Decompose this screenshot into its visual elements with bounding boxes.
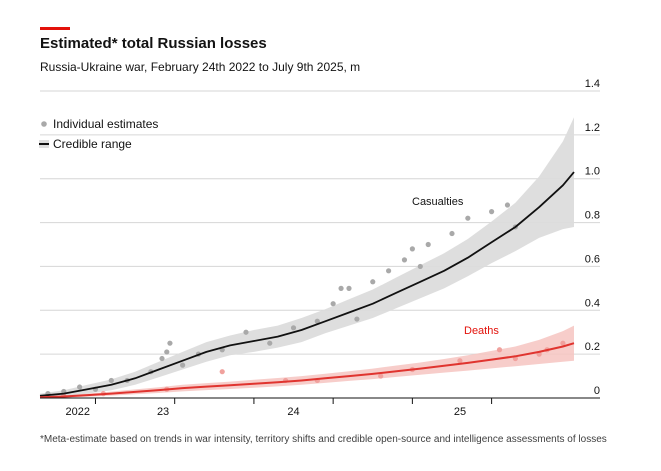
x-tick-label: 25 bbox=[454, 406, 466, 418]
casualty-estimate-point bbox=[346, 285, 352, 291]
casualty-estimate-point bbox=[77, 384, 83, 390]
casualty-estimate-point bbox=[338, 285, 344, 291]
death-estimate-point bbox=[457, 358, 463, 364]
chart-subtitle: Russia-Ukraine war, February 24th 2022 t… bbox=[40, 60, 361, 74]
death-estimate-point bbox=[378, 373, 384, 379]
y-tick-label: 0 bbox=[594, 385, 600, 397]
y-tick-label: 0.6 bbox=[585, 253, 600, 265]
casualty-estimate-point bbox=[401, 257, 408, 263]
casualty-estimate-point bbox=[290, 325, 297, 331]
y-tick-label: 1.0 bbox=[585, 166, 600, 178]
casualty-estimate-point bbox=[267, 340, 273, 346]
casualties-series-label: Casualties bbox=[412, 196, 464, 208]
y-tick-label: 0.4 bbox=[585, 297, 600, 309]
x-tick-label: 23 bbox=[157, 406, 169, 418]
y-tick-label: 1.4 bbox=[585, 78, 600, 90]
legend: Individual estimates Credible range bbox=[39, 117, 158, 151]
casualty-estimate-point bbox=[164, 349, 170, 355]
casualty-estimate-point bbox=[465, 215, 471, 221]
casualties-line bbox=[39, 171, 575, 397]
casualty-estimate-point bbox=[449, 230, 455, 237]
casualty-estimate-point bbox=[159, 355, 165, 362]
casualty-estimate-point bbox=[167, 340, 173, 346]
deaths-credible-band bbox=[40, 325, 574, 398]
y-tick-label: 0.8 bbox=[585, 210, 600, 222]
legend-point-icon bbox=[41, 121, 47, 127]
death-estimate-point bbox=[496, 347, 503, 353]
y-tick-label: 0.2 bbox=[585, 341, 600, 353]
brand-accent-bar bbox=[40, 27, 70, 30]
chart-area: 0 0.2 0.4 0.6 0.8 1.0 1.2 1.4 2022 23 24 25 Individ… bbox=[39, 78, 600, 418]
casualty-estimate-point bbox=[504, 202, 511, 208]
casualty-estimate-point bbox=[330, 301, 336, 307]
death-estimate-point bbox=[560, 340, 566, 346]
deaths-line bbox=[39, 342, 575, 399]
casualty-estimate-point bbox=[180, 362, 186, 368]
chart-title: Estimated* total Russian losses bbox=[40, 35, 267, 52]
casualty-estimate-point bbox=[417, 263, 423, 270]
casualty-estimate-point bbox=[108, 377, 114, 384]
casualty-estimate-point bbox=[425, 241, 431, 248]
casualty-estimate-point bbox=[314, 318, 320, 324]
death-estimate-point bbox=[219, 369, 225, 375]
deaths-series-label: Deaths bbox=[464, 325, 499, 337]
casualty-estimate-point bbox=[386, 268, 392, 274]
casualty-estimate-point bbox=[243, 329, 249, 335]
axes: 0 0.2 0.4 0.6 0.8 1.0 1.2 1.4 2022 23 24 25 bbox=[40, 78, 600, 418]
x-tick-label: 2022 bbox=[65, 406, 89, 418]
casualty-estimate-point bbox=[489, 209, 495, 215]
x-tick-label: 24 bbox=[287, 406, 299, 418]
legend-range-label: Credible range bbox=[53, 137, 132, 151]
casualty-estimate-point bbox=[354, 316, 360, 322]
casualty-estimate-point bbox=[370, 279, 376, 285]
series-lines bbox=[39, 171, 575, 399]
y-tick-label: 1.2 bbox=[585, 122, 600, 134]
credible-range-bands bbox=[40, 117, 574, 399]
footnote: *Meta-estimate based on trends in war in… bbox=[40, 434, 607, 445]
legend-individual-label: Individual estimates bbox=[53, 117, 158, 131]
casualty-estimate-point bbox=[409, 246, 415, 252]
